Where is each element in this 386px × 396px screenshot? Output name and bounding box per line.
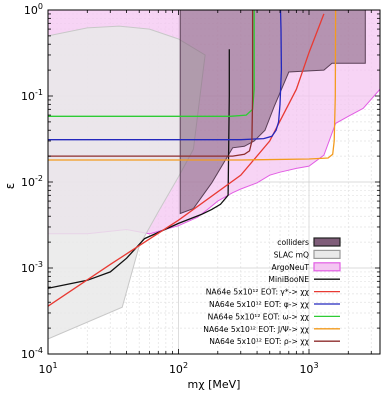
legend-swatch-2 bbox=[313, 262, 341, 272]
series-line-0 bbox=[48, 49, 230, 289]
series-line-5 bbox=[48, 10, 254, 157]
y-tick-label: 10-4 bbox=[21, 346, 43, 361]
legend-label-5: NA64e 5x10¹² EOT: φ-> χχ bbox=[209, 300, 310, 309]
axis-ticks: 101 102 103 10-4 10-3 10-2 10-1 100 bbox=[21, 2, 380, 376]
x-tick-label: 102 bbox=[169, 361, 188, 376]
y-tick-label: 10-3 bbox=[21, 260, 43, 275]
x-axis-label: mχ [MeV] bbox=[188, 378, 241, 391]
series-line-4 bbox=[48, 10, 337, 161]
legend-label-6: NA64e 5x10¹² EOT: ω-> χχ bbox=[208, 312, 310, 321]
legend-label-3: MiniBooNE bbox=[268, 275, 309, 284]
y-axis-label: ε bbox=[3, 183, 17, 190]
legend-swatch-0 bbox=[313, 237, 341, 247]
y-tick-label: 10-2 bbox=[21, 174, 43, 189]
y-tick-label: 10-1 bbox=[21, 88, 43, 103]
curves bbox=[48, 10, 337, 307]
series-line-2 bbox=[48, 10, 283, 141]
legend-label-7: NA64e 5x10¹² EOT: J/Ψ-> χχ bbox=[203, 325, 309, 334]
excluded-regions bbox=[48, 10, 380, 340]
legend: colliders SLAC mQ ArgoNeuT MiniBooNE NA64e 5… bbox=[203, 237, 341, 346]
series-line-1 bbox=[48, 13, 325, 307]
x-tick-label: 103 bbox=[299, 361, 318, 376]
legend-label-1: SLAC mQ bbox=[274, 250, 309, 259]
x-tick-label: 101 bbox=[38, 361, 57, 376]
legend-label-8: NA64e 5x10¹² EOT: ρ-> χχ bbox=[209, 337, 309, 346]
legend-label-0: colliders bbox=[277, 238, 309, 247]
y-tick-label: 100 bbox=[24, 2, 43, 17]
legend-label-4: NA64e 5x10¹² EOT: γ*-> χχ bbox=[206, 288, 310, 297]
region-colliders bbox=[179, 10, 366, 215]
legend-swatch-1 bbox=[313, 249, 341, 259]
legend-label-2: ArgoNeuT bbox=[272, 263, 310, 272]
series-line-3 bbox=[48, 10, 255, 117]
